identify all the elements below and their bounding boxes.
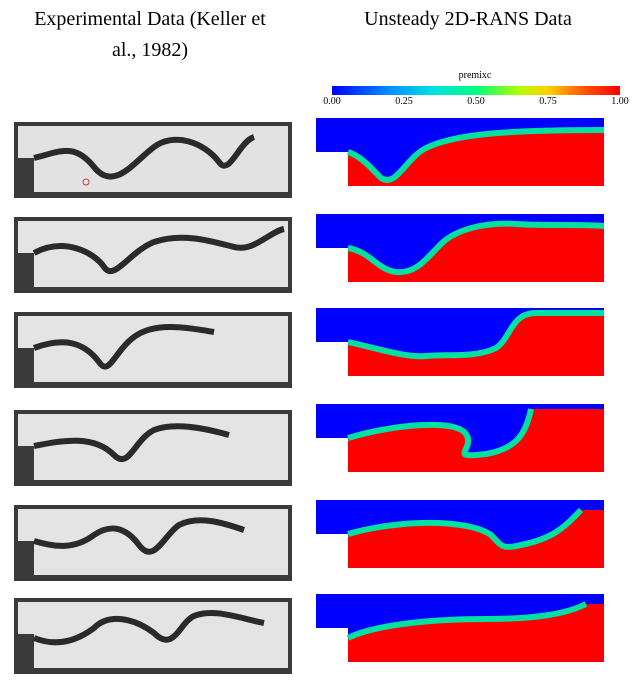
colorbar-tick-1: 0.25: [395, 96, 413, 107]
rans-contour-1: [316, 118, 604, 198]
experimental-data-heading: Experimental Data (Keller et al., 1982): [0, 4, 300, 66]
colorbar-gradient: [332, 86, 620, 95]
experimental-image-4: [14, 410, 292, 486]
rans-contour-5: [316, 500, 604, 580]
colorbar: premixc 0.00 0.25 0.50 0.75 1.00: [320, 70, 630, 110]
experimental-heading-line1: Experimental Data (Keller et: [34, 8, 266, 30]
colorbar-tick-2: 0.50: [467, 96, 485, 107]
colorbar-tick-3: 0.75: [539, 96, 557, 107]
experimental-image-2: [14, 217, 292, 293]
rans-contour-3: [316, 308, 604, 388]
experimental-image-1: [14, 122, 292, 198]
experimental-image-6: [14, 598, 292, 674]
colorbar-tick-4: 1.00: [611, 96, 629, 107]
rans-contour-2: [316, 214, 604, 294]
experimental-image-5: [14, 505, 292, 581]
rans-contour-4: [316, 404, 604, 484]
colorbar-label: premixc: [458, 70, 492, 81]
experimental-heading-line2: al., 1982): [111, 39, 189, 61]
colorbar-tick-0: 0.00: [323, 96, 341, 107]
rans-data-heading: Unsteady 2D-RANS Data: [364, 8, 572, 30]
experimental-image-3: [14, 312, 292, 388]
rans-contour-6: [316, 594, 604, 674]
